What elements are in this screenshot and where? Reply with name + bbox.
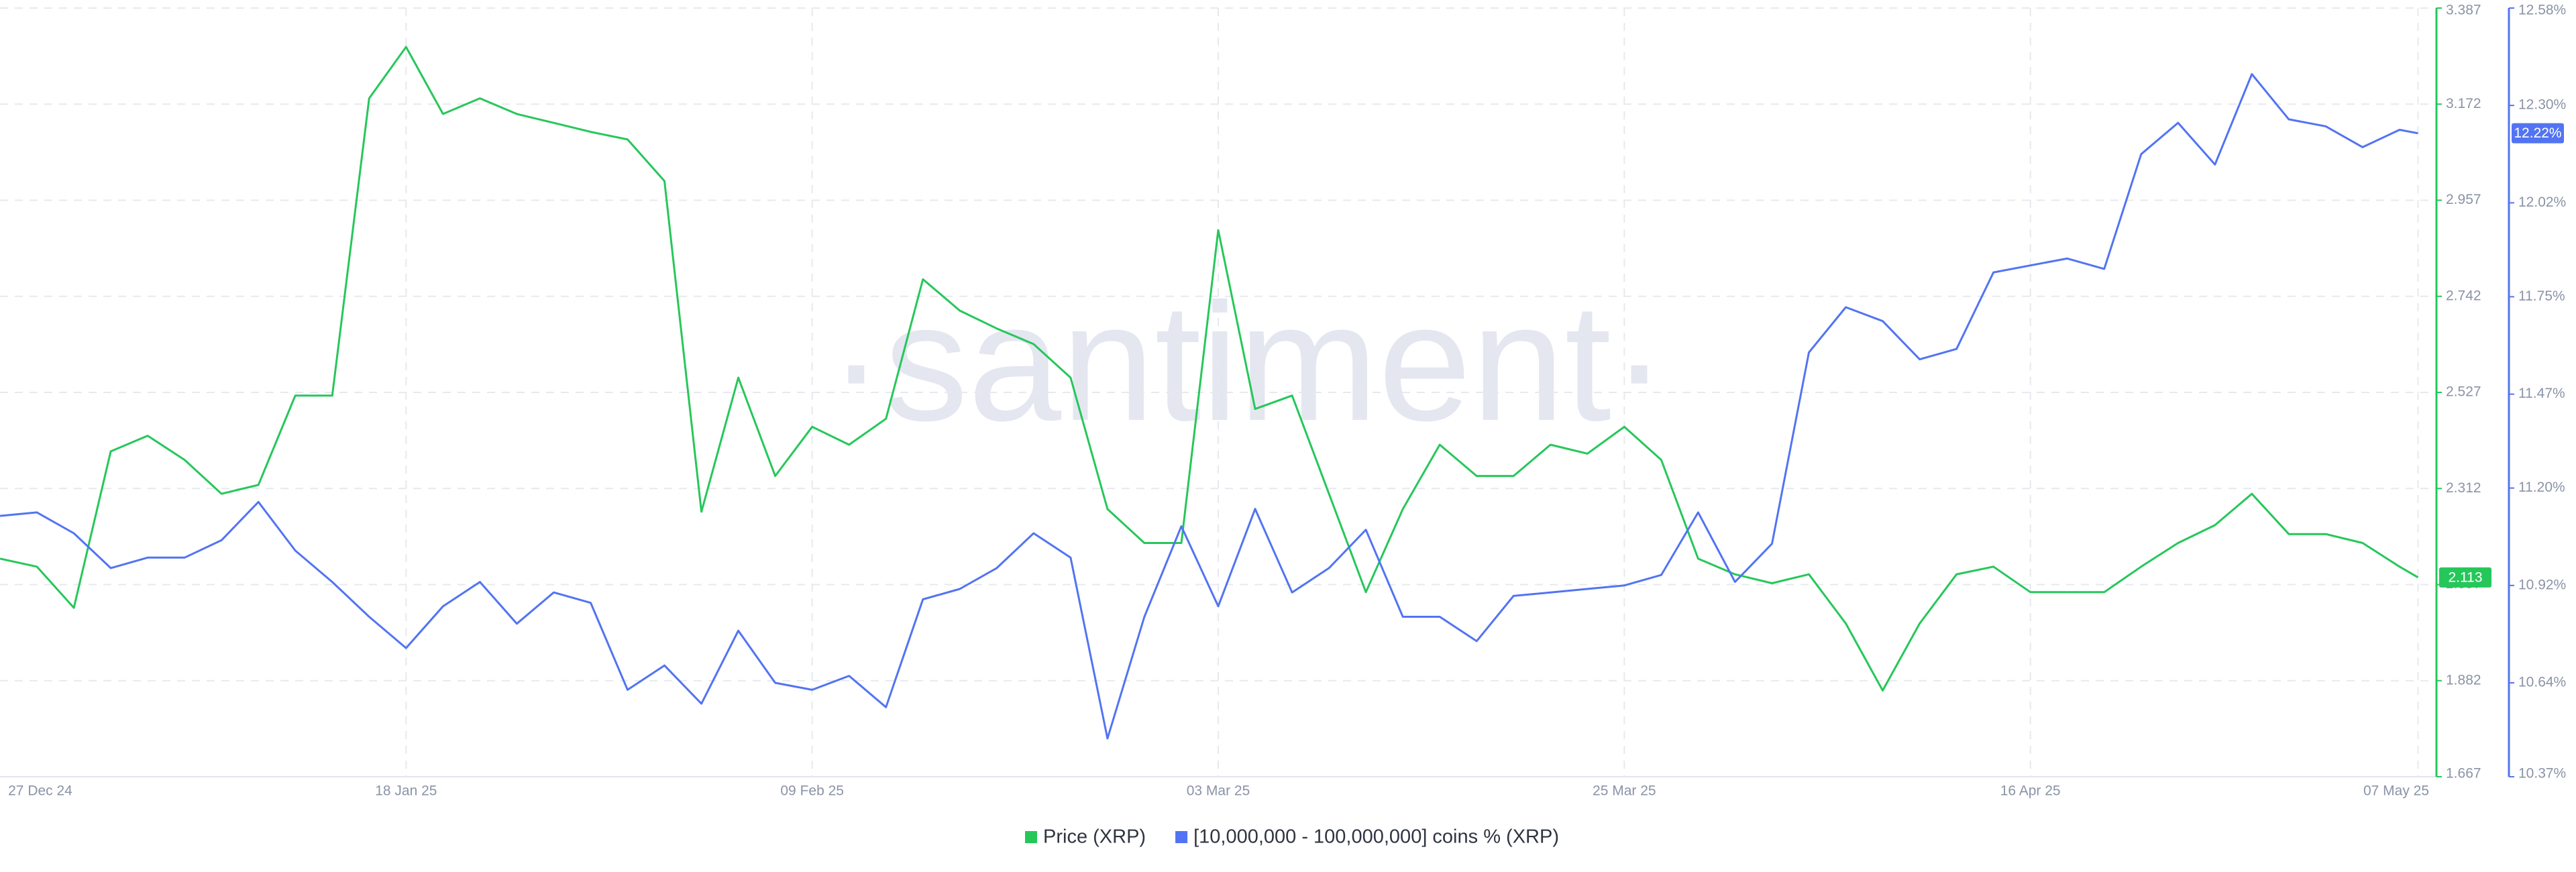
- y2-tick-label: 10.92%: [2518, 577, 2566, 592]
- y-tick-label: 2.957: [2446, 192, 2481, 207]
- y2-tick-label: 12.02%: [2518, 195, 2566, 210]
- series-line: [0, 46, 2419, 692]
- x-tick-label: 27 Dec 24: [8, 783, 72, 799]
- y2-tick-label: 10.64%: [2518, 675, 2566, 690]
- x-tick-label: 07 May 25: [2363, 783, 2429, 799]
- legend-label: [10,000,000 - 100,000,000] coins % (XRP): [1193, 826, 1559, 848]
- y-tick-label: 2.312: [2446, 480, 2481, 496]
- value-badge-label: 12.22%: [2514, 125, 2561, 141]
- legend-swatch: [1175, 831, 1188, 843]
- y2-tick-label: 11.75%: [2518, 288, 2565, 304]
- legend-swatch: [1025, 831, 1037, 843]
- value-badge-label: 2.113: [2449, 569, 2483, 585]
- watermark: ·santiment·: [828, 268, 1667, 455]
- y2-tick-label: 10.37%: [2518, 766, 2566, 781]
- y2-tick-label: 12.30%: [2518, 97, 2566, 113]
- x-tick-label: 09 Feb 25: [780, 783, 844, 799]
- y-tick-label: 1.882: [2446, 672, 2481, 688]
- y-tick-label: 3.387: [2446, 3, 2481, 18]
- y2-tick-label: 11.20%: [2518, 480, 2565, 495]
- x-tick-label: 18 Jan 25: [375, 783, 437, 799]
- value-badge: [2512, 123, 2564, 144]
- x-tick-label: 25 Mar 25: [1593, 783, 1656, 799]
- x-tick-label: 03 Mar 25: [1187, 783, 1250, 799]
- series-line: [0, 73, 2418, 740]
- y-tick-label: 3.172: [2446, 96, 2481, 111]
- legend-label: Price (XRP): [1043, 826, 1146, 848]
- y-tick-label: 2.742: [2446, 288, 2481, 303]
- value-badge: [2439, 567, 2491, 588]
- y2-tick-label: 11.47%: [2518, 386, 2565, 401]
- y-tick-label: 1.667: [2446, 766, 2481, 781]
- x-tick-label: 16 Apr 25: [2000, 783, 2061, 799]
- y2-tick-label: 12.58%: [2518, 3, 2566, 18]
- y-tick-label: 2.527: [2446, 384, 2481, 400]
